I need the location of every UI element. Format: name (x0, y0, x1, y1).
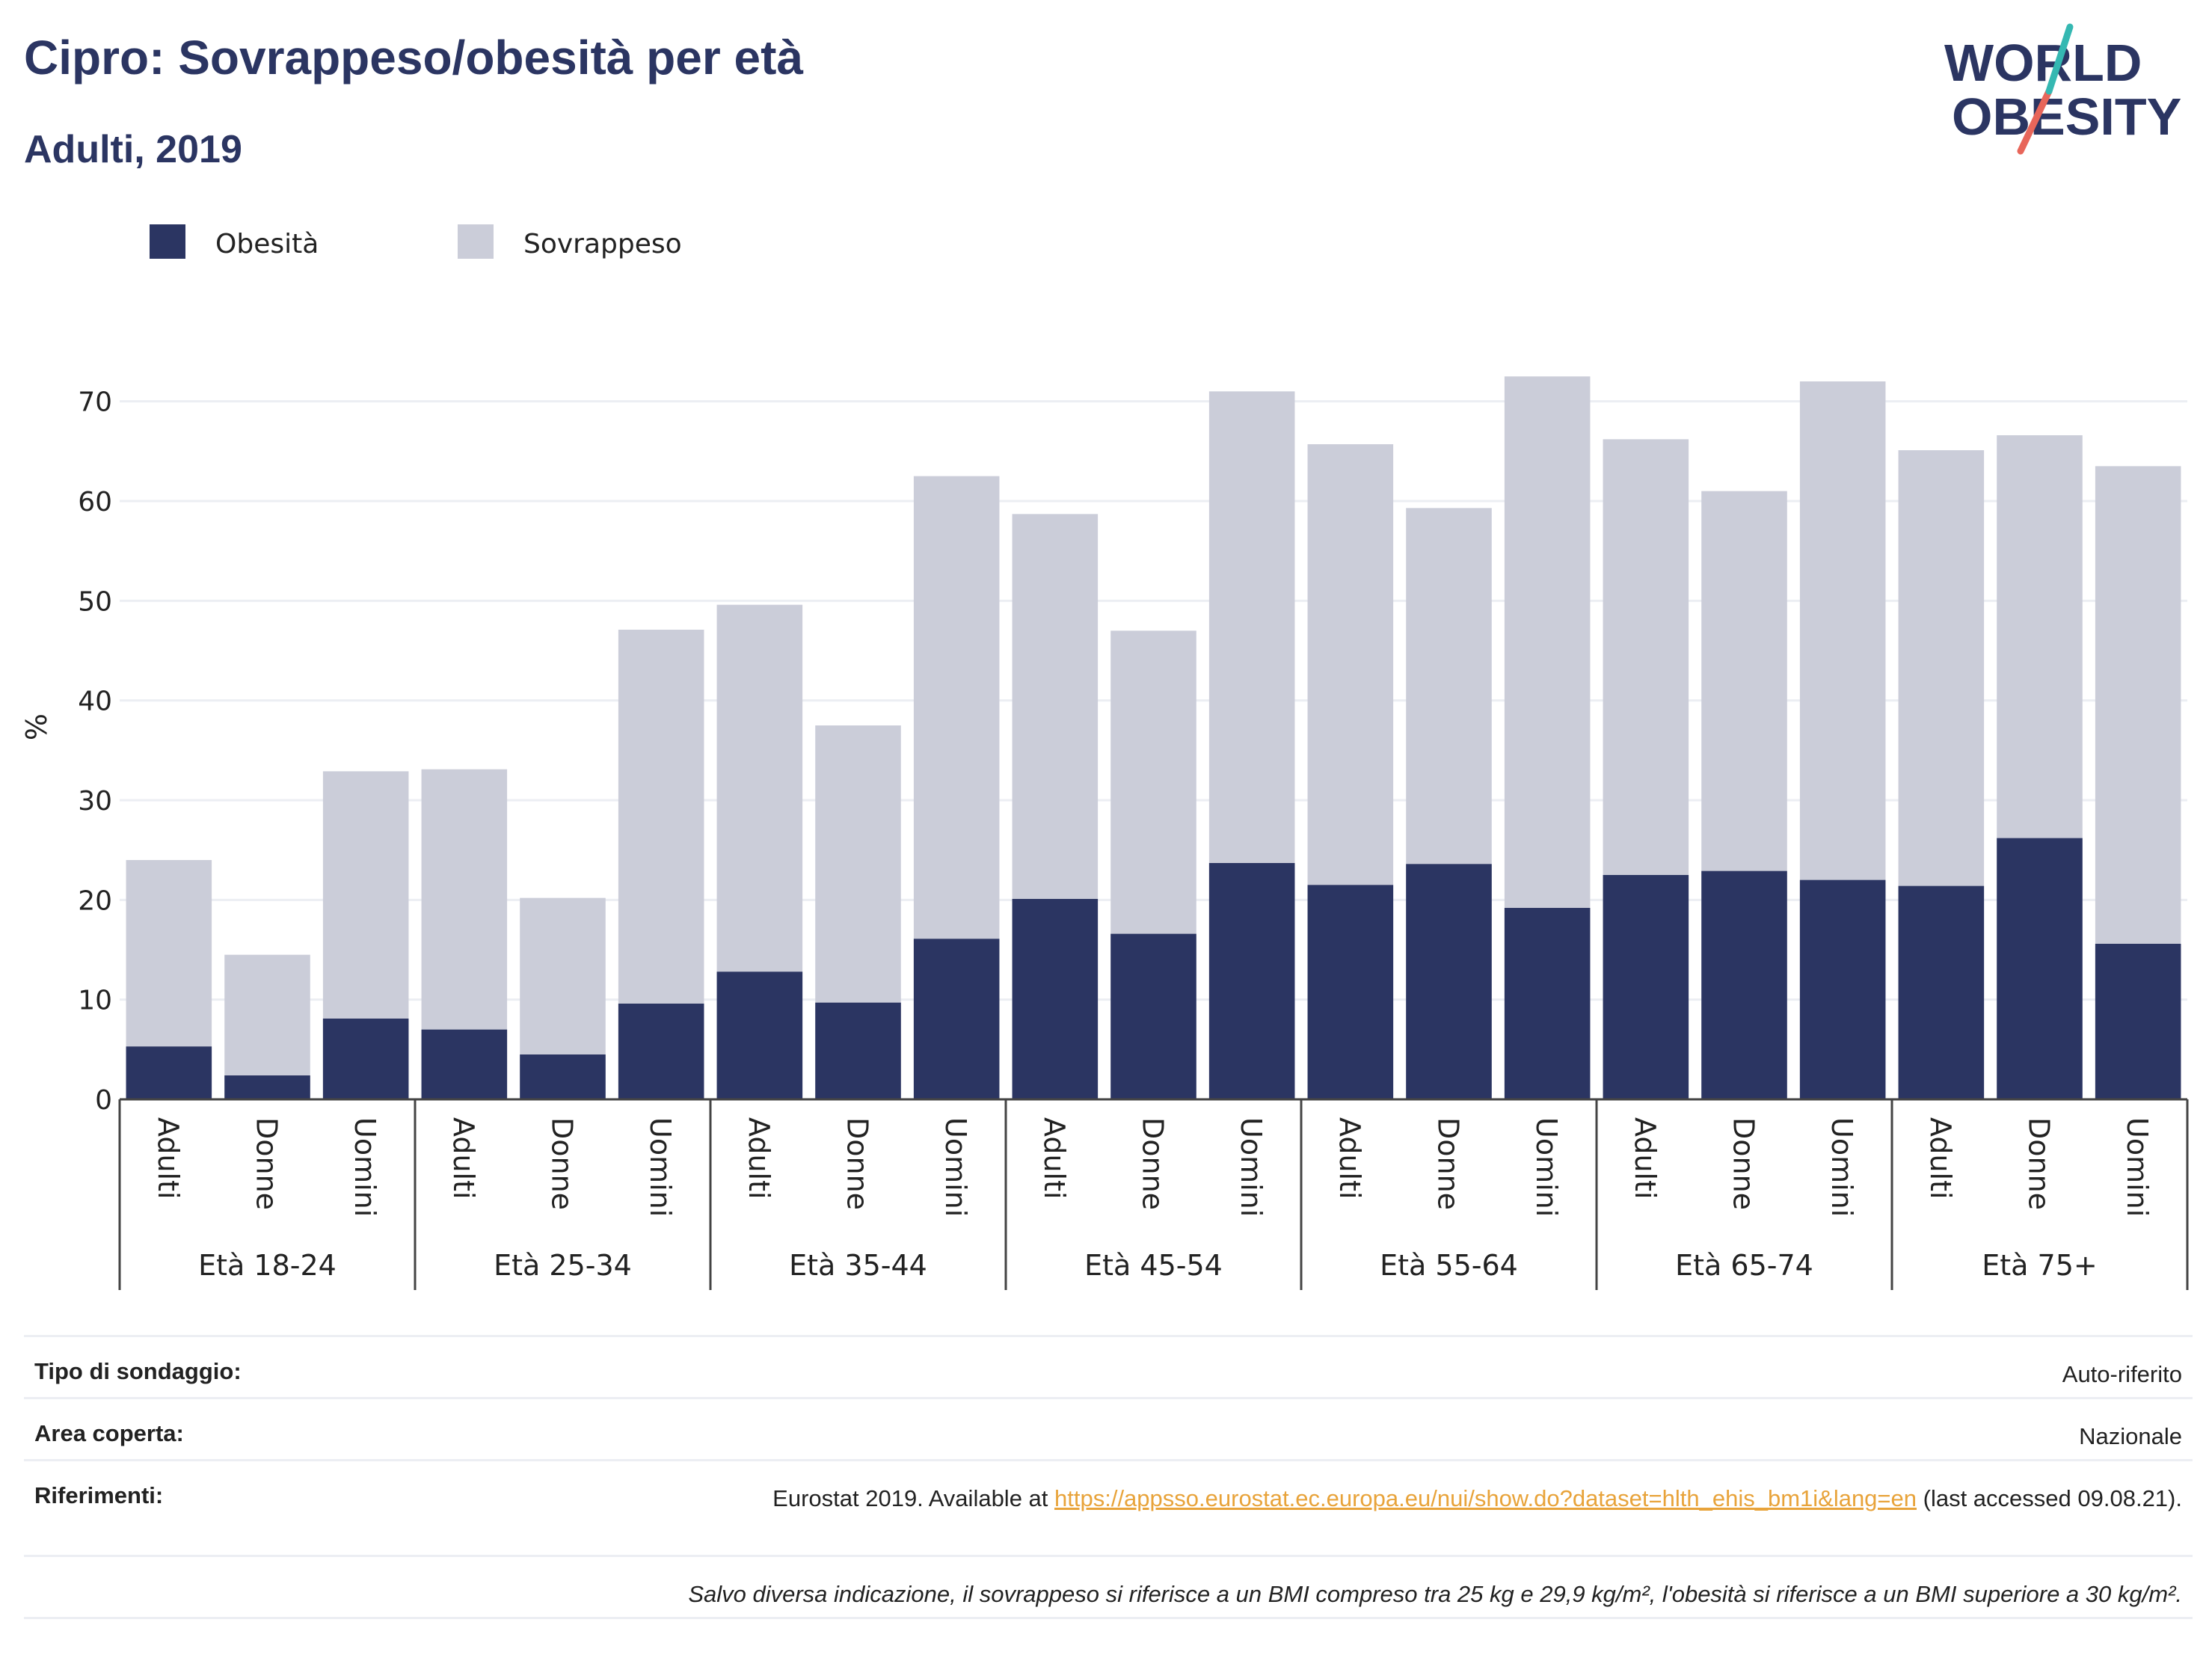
chart-title: Cipro: Sovrappeso/obesità per età (24, 31, 804, 85)
bar-obesity (1110, 933, 1196, 1099)
x-group-label: Età 25-34 (494, 1249, 632, 1282)
meta-survey-label: Tipo di sondaggio: (34, 1358, 242, 1384)
x-category-label: Donne (1137, 1117, 1170, 1210)
x-category-label: Uomini (939, 1117, 972, 1217)
logo-slash-red (2017, 87, 2053, 155)
meta-bottom-rule (24, 1617, 2193, 1619)
y-axis-label: % (20, 713, 53, 740)
x-category-label: Adulti (1629, 1117, 1662, 1200)
x-category-label: Uomini (348, 1117, 381, 1217)
bar-obesity (618, 1004, 704, 1099)
bar-obesity (716, 971, 803, 1099)
x-category-label: Uomini (644, 1117, 677, 1217)
meta-row-note: Salvo diversa indicazione, il sovrappeso… (24, 1555, 2193, 1617)
x-category-label: Donne (1727, 1117, 1760, 1210)
x-group-label: Età 45-54 (1084, 1249, 1223, 1282)
bar-obesity (1799, 879, 1886, 1099)
meta-area-label: Area coperta: (34, 1420, 184, 1446)
bar-obesity (1406, 864, 1492, 1099)
meta-refs-prefix: Eurostat 2019. Available at (772, 1485, 1055, 1511)
bar-obesity (1208, 863, 1295, 1099)
logo-line2: OBESITY (1952, 87, 2181, 146)
x-category-label: Adulti (743, 1117, 775, 1200)
bar-obesity (322, 1019, 409, 1099)
metadata-table: Tipo di sondaggio: Auto-riferito Area co… (24, 1335, 2193, 1619)
stacked-bar-chart: Obesità Sovrappeso % 0 10 20 30 40 50 60 70 Adu… (20, 224, 2189, 1290)
y-tick-label: 0 (95, 1085, 112, 1116)
bar-obesity (1701, 871, 1787, 1099)
x-category-label: Donne (546, 1117, 579, 1210)
legend-swatch-overweight (458, 224, 494, 259)
bar-obesity (815, 1002, 901, 1099)
x-category-label: Uomini (1530, 1117, 1563, 1217)
x-category-label: Donne (1432, 1117, 1465, 1210)
x-category-label: Donne (251, 1117, 283, 1210)
bar-obesity (126, 1046, 212, 1099)
bar-obesity (1012, 899, 1099, 1099)
legend-label-obesity: Obesità (215, 229, 319, 260)
bar-obesity (421, 1029, 508, 1099)
meta-refs-value: Eurostat 2019. Available at https://apps… (686, 1482, 2182, 1515)
x-category-label: Uomini (1825, 1117, 1858, 1217)
meta-refs-suffix: (last accessed 09.08.21). (1917, 1485, 2182, 1511)
y-tick-label: 60 (78, 487, 112, 518)
bar-obesity (520, 1054, 606, 1099)
bar-obesity (1603, 875, 1689, 1099)
logo-slash-teal (2045, 23, 2074, 95)
meta-row-references: Riferimenti: Eurostat 2019. Available at… (24, 1459, 2193, 1555)
legend-swatch-obesity (150, 224, 185, 259)
y-tick-label: 70 (78, 387, 112, 418)
meta-row-survey: Tipo di sondaggio: Auto-riferito (24, 1335, 2193, 1397)
x-category-label: Adulti (1924, 1117, 1957, 1200)
x-category-label: Adulti (1038, 1117, 1071, 1200)
legend-label-overweight: Sovrappeso (523, 229, 682, 260)
x-group-label: Età 18-24 (198, 1249, 337, 1282)
x-category-label: Uomini (2121, 1117, 2154, 1217)
x-group-label: Età 75+ (1982, 1249, 2097, 1282)
legend: Obesità Sovrappeso (150, 224, 682, 260)
x-group-label: Età 35-44 (789, 1249, 927, 1282)
x-category-label: Adulti (1333, 1117, 1366, 1200)
x-category-label: Donne (841, 1117, 874, 1210)
x-group-label: Età 55-64 (1380, 1249, 1518, 1282)
bar-obesity (1504, 908, 1591, 1099)
y-tick-label: 20 (78, 885, 112, 916)
x-group-label: Età 65-74 (1675, 1249, 1813, 1282)
x-category-label: Adulti (447, 1117, 480, 1200)
meta-area-value: Nazionale (2079, 1423, 2182, 1449)
bar-obesity (913, 939, 1000, 1099)
x-category-label: Donne (2023, 1117, 2056, 1210)
meta-row-area: Area coperta: Nazionale (24, 1397, 2193, 1459)
y-tick-label: 50 (78, 586, 112, 617)
x-category-label: Adulti (152, 1117, 185, 1200)
meta-note: Salvo diversa indicazione, il sovrappeso… (688, 1581, 2182, 1607)
y-tick-label: 10 (78, 986, 112, 1016)
bar-obesity (1307, 885, 1394, 1099)
x-category-label: Uomini (1235, 1117, 1268, 1217)
y-tick-label: 30 (78, 786, 112, 817)
logo-line1: WORLD (1944, 34, 2142, 92)
bar-obesity (1898, 885, 1985, 1099)
meta-refs-link[interactable]: https://appsso.eurostat.ec.europa.eu/nui… (1054, 1485, 1917, 1511)
bar-obesity (1997, 838, 2083, 1099)
chart-subtitle: Adulti, 2019 (24, 128, 242, 171)
bar-obesity (224, 1075, 310, 1099)
meta-refs-label: Riferimenti: (34, 1482, 164, 1508)
world-obesity-logo: WORLD OBESITY (1944, 23, 2181, 155)
meta-survey-value: Auto-riferito (2062, 1361, 2182, 1387)
bar-overweight (224, 954, 310, 1099)
bar-obesity (2095, 944, 2181, 1099)
y-tick-label: 40 (78, 687, 112, 717)
